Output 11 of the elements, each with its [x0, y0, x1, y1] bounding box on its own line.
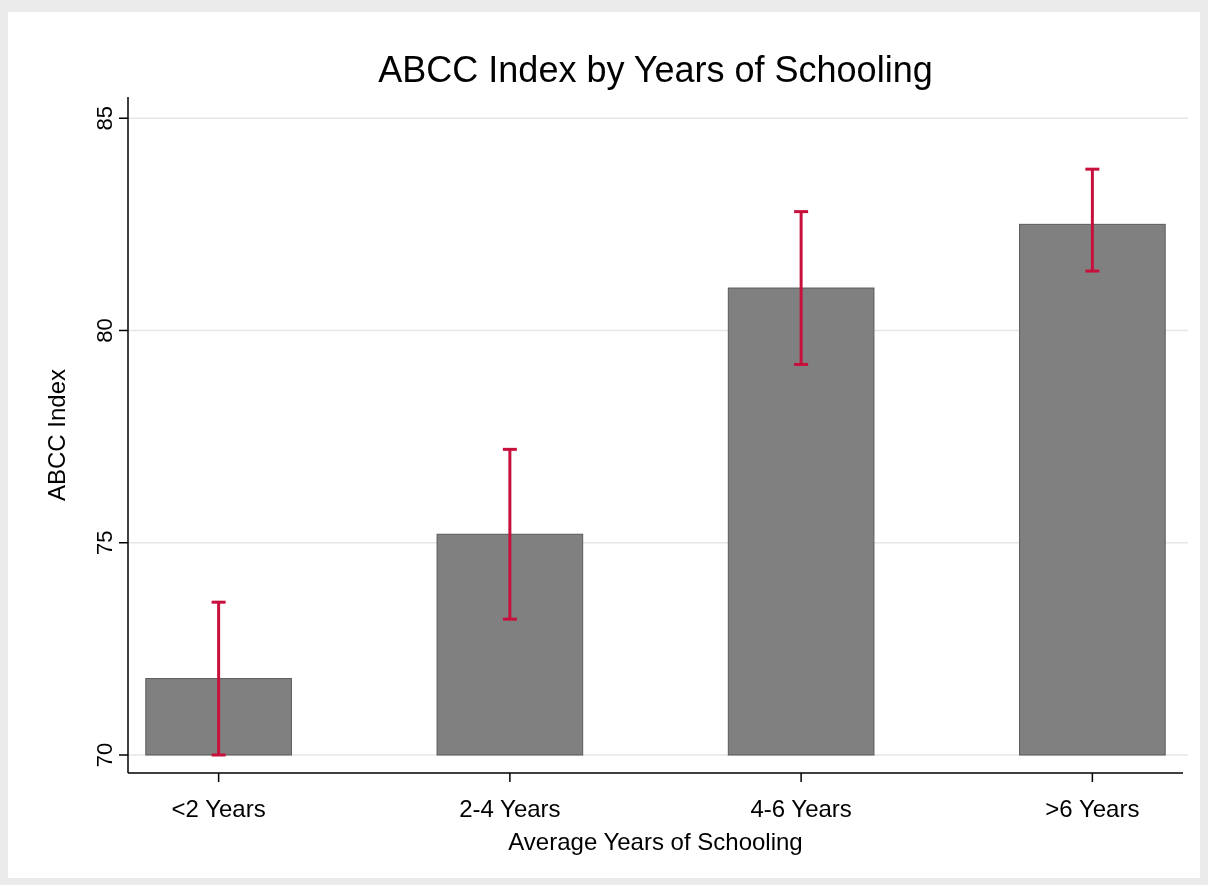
x-axis-title: Average Years of Schooling	[508, 828, 803, 855]
x-tick-label: >6 Years	[1045, 795, 1140, 822]
y-tick-label: 75	[92, 530, 117, 555]
y-tick-label: 80	[92, 318, 117, 343]
x-tick-label: <2 Years	[171, 795, 266, 822]
y-tick-label: 70	[92, 742, 117, 768]
chart-title: ABCC Index by Years of Schooling	[378, 49, 933, 90]
y-tick-label: 85	[92, 105, 117, 131]
y-axis-title: ABCC Index	[43, 368, 70, 502]
x-tick-label: 4-6 Years	[750, 795, 852, 822]
x-tick-label: 2-4 Years	[459, 795, 561, 822]
